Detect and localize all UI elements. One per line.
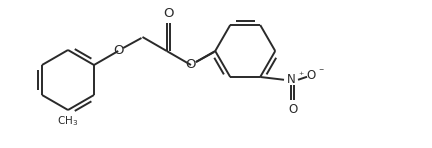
Text: CH$_3$: CH$_3$ <box>57 114 79 128</box>
Text: O: O <box>288 103 297 116</box>
Text: N: N <box>287 73 295 86</box>
Text: O: O <box>113 45 124 58</box>
Text: O: O <box>306 69 316 82</box>
Text: $^-$: $^-$ <box>317 66 325 75</box>
Text: O: O <box>163 7 174 20</box>
Text: $^+$: $^+$ <box>297 70 305 79</box>
Text: O: O <box>186 58 196 71</box>
